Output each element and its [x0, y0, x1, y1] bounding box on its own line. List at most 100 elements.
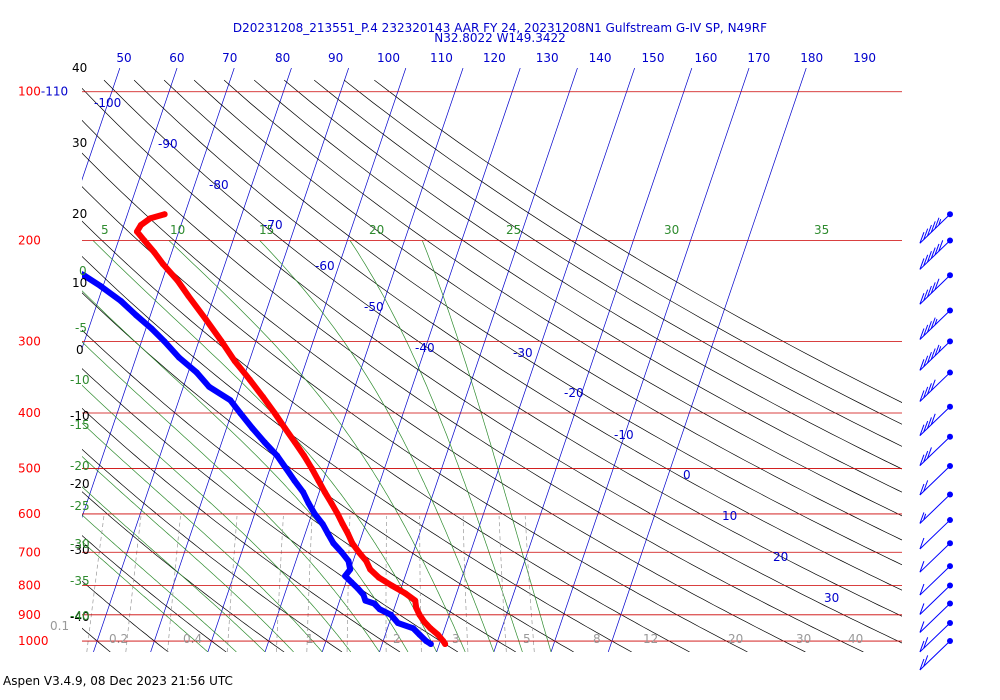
wind-barb — [919, 338, 953, 371]
wind-barb — [919, 638, 953, 671]
dry-adiabat-line — [82, 407, 401, 652]
isotherm-line — [264, 68, 464, 652]
mixing-ratio-line — [86, 515, 105, 652]
temperature-profile-point — [301, 452, 308, 459]
mixing-ratio-label: 40 — [848, 632, 863, 646]
dewpoint-profile-point — [342, 573, 349, 579]
wind-barb — [919, 517, 953, 550]
dewpoint-profile-point — [330, 540, 337, 547]
top-scale-label: 150 — [642, 51, 665, 65]
mixing-ratio-line — [226, 515, 238, 652]
moist-scale-label: -35 — [70, 574, 90, 588]
dry-adiabat-line — [82, 292, 574, 652]
mixing-ratio-label: 0.1 — [50, 619, 69, 633]
dewpoint-profile-point — [427, 641, 434, 647]
top-scale-label: 60 — [169, 51, 184, 65]
isotherm-line — [0, 68, 5, 652]
isotherm-label: -70 — [263, 218, 283, 232]
pressure-label: 1000 — [18, 634, 49, 648]
moist-adiabat-line — [349, 240, 523, 652]
dewpoint-profile-point — [148, 325, 155, 332]
dry-adiabat-line — [374, 79, 902, 403]
isotherm-line — [93, 68, 292, 652]
temperature-profile-point — [334, 510, 341, 517]
moist-adiabat-line — [82, 341, 380, 652]
mixing-ratio-line — [498, 515, 507, 652]
temperature-profile-point — [271, 410, 278, 416]
isotherm-line — [150, 68, 349, 652]
dry-adiabat-line — [163, 79, 902, 566]
temperature-profile-point — [434, 631, 441, 638]
height-label: -30 — [70, 543, 90, 557]
top-scale-label: 80 — [275, 51, 290, 65]
dewpoint-profile-point — [237, 410, 244, 416]
top-scale-label: 140 — [589, 51, 612, 65]
dewpoint-profile-point — [283, 465, 290, 472]
mixing-ratio-label: 0.2 — [109, 632, 128, 646]
temperature-profile-point — [328, 500, 335, 507]
wind-barbs — [919, 211, 953, 671]
moist-adiabat-line — [259, 240, 495, 652]
dry-adiabat-line — [82, 329, 516, 652]
mixing-ratio-line — [462, 515, 469, 652]
moist-scale-label: -5 — [75, 321, 87, 335]
dry-adiabat-line — [82, 119, 864, 652]
dry-adiabat-line — [283, 79, 902, 470]
temperature-profile-point — [339, 521, 346, 528]
dewpoint-profile-point — [338, 549, 345, 556]
isotherm-label: -90 — [158, 137, 178, 151]
wind-barb — [919, 540, 953, 573]
isotherm-line — [379, 68, 578, 652]
moist-scale-label: -20 — [70, 459, 90, 473]
dewpoint-profile-point — [82, 272, 87, 279]
mixing-ratio-label: 2 — [393, 632, 401, 646]
pressure-label: 900 — [18, 608, 41, 622]
height-label: -40 — [70, 610, 90, 624]
isotherm-line — [493, 68, 693, 652]
dewpoint-profile-point — [311, 510, 318, 517]
moist-scale-label: -25 — [70, 499, 90, 513]
pressure-label: 200 — [18, 234, 41, 248]
dry-adiabat-line — [103, 79, 902, 617]
dewpoint-profile-point — [348, 579, 355, 586]
wind-barb — [919, 582, 953, 615]
isotherm-label: -80 — [209, 178, 229, 192]
top-scale-label: 120 — [483, 51, 506, 65]
wind-barb — [919, 403, 953, 437]
temperature-profile-point — [345, 530, 351, 537]
dry-adiabat-line — [82, 580, 169, 652]
temperature-profile-point — [151, 249, 158, 256]
mixing-ratio-line — [419, 516, 422, 652]
dry-adiabat-line — [343, 79, 902, 425]
isotherm-line — [82, 68, 235, 519]
temperature-profile-point — [375, 574, 382, 581]
dry-adiabat-line — [82, 535, 227, 652]
height-label: 40 — [72, 61, 87, 75]
temperature-profile-point — [231, 358, 238, 365]
dry-adiabat-line — [82, 448, 343, 652]
wind-barb — [919, 600, 953, 633]
sounding-profiles — [82, 211, 449, 647]
height-label: 30 — [72, 136, 87, 150]
dewpoint-profile-point — [261, 439, 268, 446]
dry-adiabat-line — [253, 79, 902, 493]
temperature-profile-point — [349, 540, 356, 547]
wind-barb — [919, 307, 953, 340]
temperature-profile-point — [421, 618, 428, 625]
isotherm-label: -20 — [564, 386, 584, 400]
dry-adiabat-line — [82, 186, 748, 652]
dry-adiabat-line — [82, 152, 806, 652]
wind-barb — [919, 211, 953, 244]
temperature-profile-point — [203, 316, 210, 323]
pressure-label: 400 — [18, 406, 41, 420]
top-scale-label: 100 — [377, 51, 400, 65]
pressure-label: 800 — [18, 579, 41, 593]
dry-adiabat-line — [223, 79, 902, 517]
temperature-profile-point — [137, 222, 144, 229]
wind-barb — [919, 491, 953, 524]
dewpoint-profile-point — [360, 591, 367, 598]
mixing-ratio-label: 1 — [306, 632, 314, 646]
dewpoint-profile-point — [376, 606, 383, 613]
temperature-profile-point — [315, 477, 322, 484]
